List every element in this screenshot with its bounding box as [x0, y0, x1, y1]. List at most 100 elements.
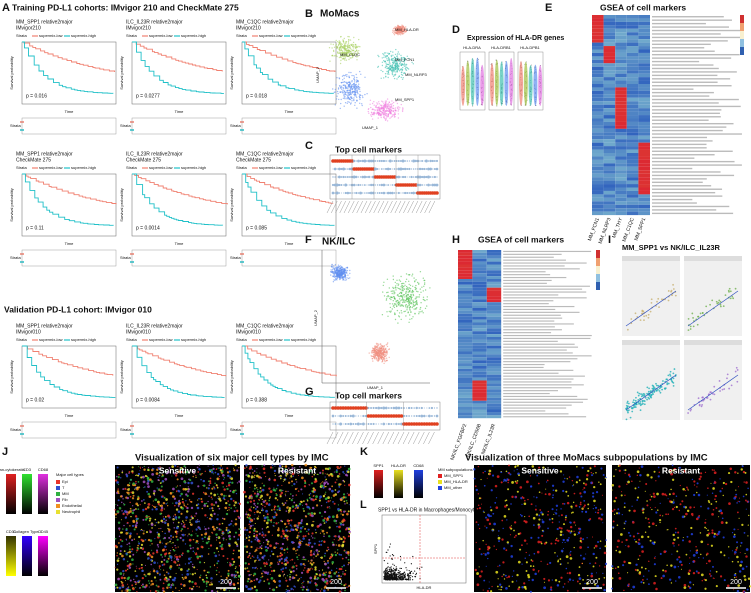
heat-cell	[604, 87, 616, 90]
imc-cell	[147, 493, 150, 496]
marker-dot	[436, 168, 439, 171]
marker-dot	[423, 176, 426, 179]
panel-label: K	[360, 446, 368, 458]
legend-title: Major cell types	[56, 472, 84, 477]
imc-cell	[191, 507, 193, 509]
imc-cell	[178, 555, 180, 557]
cell-point	[383, 282, 384, 283]
cell-point	[340, 103, 341, 104]
marker-dot	[434, 415, 435, 416]
scatter-point	[702, 397, 704, 399]
cell-point	[372, 109, 373, 110]
imc-cell	[181, 528, 183, 530]
legend-title: Strata	[126, 33, 137, 38]
imc-cell	[156, 506, 157, 507]
heat-cell	[604, 194, 616, 197]
legend-label: Neutrophil	[62, 509, 80, 514]
cell-point	[372, 360, 373, 361]
row-label	[503, 402, 583, 403]
y-axis-label: Survival probability	[119, 360, 124, 394]
heat-cell	[615, 108, 627, 111]
cell-point	[345, 102, 346, 103]
imc-cell	[164, 508, 165, 509]
cell-point	[401, 104, 402, 105]
heat-cell	[592, 53, 604, 56]
heat-cell	[592, 15, 604, 18]
cell-point	[345, 50, 346, 51]
heat-cell	[458, 294, 472, 297]
panel-title: Visualization of six major cell types by…	[135, 453, 329, 464]
violin	[480, 65, 484, 106]
scatter-point	[635, 397, 637, 399]
imc-cell	[198, 498, 199, 499]
imc-cell	[203, 492, 205, 494]
imc-cell	[163, 583, 165, 585]
cell-point	[401, 65, 402, 66]
marker-dot	[409, 192, 411, 194]
imc-cell	[195, 553, 197, 555]
cell-point	[388, 108, 389, 109]
row-label	[652, 64, 713, 65]
scatter-point	[661, 389, 663, 391]
cell-point	[406, 298, 407, 299]
scatter-point	[672, 284, 674, 286]
imc-cell	[142, 584, 144, 586]
heat-cell	[627, 188, 639, 191]
marker-scale	[22, 474, 32, 514]
marker-name: Collagen Type I	[13, 529, 41, 534]
scatter-point	[651, 302, 653, 304]
marker-dot	[338, 176, 341, 179]
scatter-point	[627, 329, 629, 331]
heat-cell	[487, 375, 501, 378]
cell-point	[346, 267, 347, 268]
scatter-point	[654, 387, 656, 389]
cell-point	[424, 300, 425, 301]
heat-cell	[458, 349, 472, 352]
marker-dot	[382, 423, 385, 426]
cell-point	[354, 81, 355, 82]
imc-cell	[197, 519, 198, 520]
cell-point	[343, 42, 344, 43]
cell-point	[336, 273, 337, 274]
marker-dot	[380, 407, 382, 409]
imc-cell	[203, 480, 205, 482]
imc-cell	[238, 529, 239, 530]
marker-dot	[347, 176, 349, 178]
row-label	[503, 341, 558, 342]
imc-cell	[215, 472, 217, 474]
marker-dot	[360, 415, 361, 416]
imc-cell	[142, 476, 145, 479]
marker-dot	[340, 184, 342, 186]
cell-point	[385, 349, 386, 350]
marker-dot	[427, 184, 430, 187]
marker-dot	[418, 407, 420, 409]
heat-cell	[627, 153, 639, 156]
x-axis-label: UMAP_1	[362, 125, 379, 130]
imc-cell	[233, 469, 235, 471]
imc-cell	[156, 522, 157, 523]
cell-point	[348, 43, 349, 44]
cell-point	[397, 302, 398, 303]
cell-point	[346, 94, 347, 95]
heat-cell	[627, 70, 639, 73]
heat-cell	[638, 74, 650, 77]
marker-dot	[391, 192, 394, 195]
cell-point	[351, 49, 352, 50]
imc-cell	[118, 484, 119, 485]
cell-point	[383, 351, 384, 352]
marker-dot	[339, 423, 342, 426]
heat-cell	[604, 119, 616, 122]
cell-point	[406, 286, 407, 287]
imc-cell	[127, 561, 128, 562]
heat-cell	[604, 132, 616, 135]
row-label	[652, 175, 734, 176]
heat-cell	[487, 383, 501, 386]
heat-cell	[615, 39, 627, 42]
marker-dot	[372, 192, 375, 195]
cell-point	[387, 316, 388, 317]
marker-dot	[420, 415, 423, 418]
imc-cell	[177, 485, 178, 486]
cell-point	[384, 55, 385, 56]
legend-label: supermix-low	[259, 33, 283, 38]
heat-cell	[604, 160, 616, 163]
